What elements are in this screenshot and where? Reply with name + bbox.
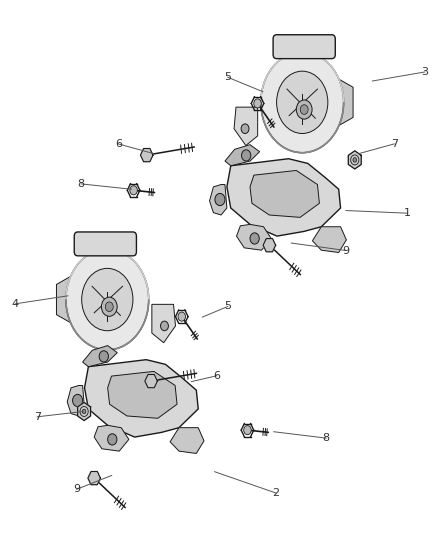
Polygon shape bbox=[237, 224, 271, 250]
Circle shape bbox=[73, 394, 83, 407]
Polygon shape bbox=[57, 274, 74, 325]
Circle shape bbox=[241, 124, 249, 134]
Text: 8: 8 bbox=[78, 179, 85, 189]
Circle shape bbox=[81, 269, 133, 330]
Circle shape bbox=[353, 158, 357, 162]
Polygon shape bbox=[312, 227, 346, 253]
Polygon shape bbox=[348, 151, 361, 169]
Circle shape bbox=[215, 193, 225, 206]
Polygon shape bbox=[209, 184, 227, 215]
Polygon shape bbox=[83, 345, 117, 367]
Polygon shape bbox=[94, 425, 129, 451]
Circle shape bbox=[250, 233, 259, 244]
Text: 2: 2 bbox=[272, 488, 279, 498]
Circle shape bbox=[66, 249, 148, 350]
Polygon shape bbox=[145, 375, 157, 387]
Polygon shape bbox=[78, 402, 91, 421]
Circle shape bbox=[108, 434, 117, 445]
Circle shape bbox=[178, 312, 186, 321]
Circle shape bbox=[160, 321, 168, 330]
Polygon shape bbox=[225, 144, 260, 166]
Polygon shape bbox=[108, 372, 177, 418]
Text: 9: 9 bbox=[73, 484, 80, 494]
Text: 3: 3 bbox=[421, 67, 428, 77]
Polygon shape bbox=[85, 360, 198, 437]
Polygon shape bbox=[263, 239, 276, 252]
Text: 9: 9 bbox=[343, 246, 350, 255]
Text: 8: 8 bbox=[323, 433, 330, 443]
Circle shape bbox=[277, 71, 328, 133]
Circle shape bbox=[82, 409, 86, 414]
Text: 7: 7 bbox=[34, 412, 41, 422]
FancyBboxPatch shape bbox=[273, 35, 335, 59]
Circle shape bbox=[254, 99, 261, 108]
Polygon shape bbox=[170, 427, 204, 454]
Text: 5: 5 bbox=[224, 302, 231, 311]
Text: 4: 4 bbox=[12, 299, 19, 309]
Circle shape bbox=[241, 150, 251, 161]
Circle shape bbox=[130, 185, 138, 195]
Polygon shape bbox=[250, 171, 319, 217]
Polygon shape bbox=[336, 77, 353, 127]
Circle shape bbox=[296, 100, 312, 119]
FancyBboxPatch shape bbox=[74, 232, 137, 256]
Polygon shape bbox=[88, 472, 100, 484]
Circle shape bbox=[244, 425, 251, 435]
Text: 6: 6 bbox=[213, 371, 220, 381]
Text: 5: 5 bbox=[224, 72, 231, 82]
Circle shape bbox=[101, 297, 117, 316]
Polygon shape bbox=[227, 159, 341, 236]
Text: 1: 1 bbox=[404, 208, 411, 218]
Text: 7: 7 bbox=[391, 139, 398, 149]
Polygon shape bbox=[234, 107, 258, 146]
Polygon shape bbox=[141, 149, 153, 161]
Circle shape bbox=[300, 104, 308, 115]
Text: 6: 6 bbox=[115, 139, 122, 149]
Circle shape bbox=[105, 302, 113, 311]
Polygon shape bbox=[152, 304, 176, 343]
Circle shape bbox=[261, 52, 343, 152]
Polygon shape bbox=[67, 385, 85, 416]
Circle shape bbox=[99, 351, 109, 362]
